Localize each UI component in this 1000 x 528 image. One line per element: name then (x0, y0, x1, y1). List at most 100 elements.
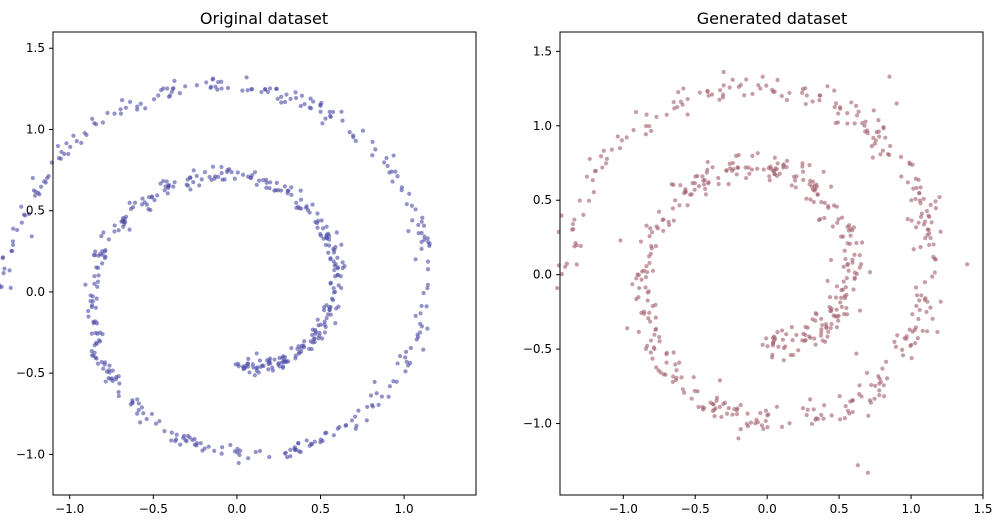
data-point (332, 247, 337, 252)
data-point (572, 244, 577, 249)
data-point (803, 101, 808, 107)
data-point (822, 215, 827, 221)
data-point (123, 214, 129, 219)
data-point (593, 168, 598, 173)
data-point (619, 138, 624, 143)
data-point (922, 280, 928, 285)
data-point (308, 339, 313, 344)
data-point (920, 328, 925, 333)
x-axis-ticks-original: −1.0 −0.5 0.0 0.5 1.0 (55, 495, 414, 516)
data-point (724, 168, 729, 173)
data-point (319, 218, 324, 223)
data-point (320, 121, 325, 126)
scatter-points-generated (555, 69, 970, 475)
data-point (30, 175, 35, 181)
data-point (288, 447, 293, 452)
data-point (138, 101, 143, 106)
data-point (105, 110, 110, 116)
data-point (347, 130, 352, 135)
data-point (775, 330, 780, 335)
data-point (825, 84, 830, 89)
data-point (648, 338, 654, 343)
data-point (368, 393, 374, 398)
data-point (272, 357, 277, 362)
data-point (204, 80, 209, 85)
data-point (837, 394, 842, 399)
data-point (746, 165, 751, 170)
data-point (299, 93, 305, 98)
data-point (831, 203, 837, 208)
data-point (925, 233, 930, 238)
data-point (240, 88, 245, 93)
data-point (779, 93, 784, 99)
data-point (601, 148, 606, 153)
data-point (917, 191, 922, 196)
data-point (804, 93, 809, 98)
data-point (845, 408, 851, 413)
data-point (185, 177, 190, 182)
data-point (689, 396, 694, 401)
data-point (637, 285, 642, 291)
data-point (171, 184, 176, 189)
data-point (677, 360, 682, 365)
data-point (369, 402, 375, 408)
data-point (247, 370, 252, 375)
data-point (871, 108, 876, 113)
data-point (803, 338, 808, 343)
data-point (847, 241, 853, 246)
data-point (232, 449, 238, 454)
data-point (780, 337, 786, 342)
data-point (92, 274, 97, 279)
data-point (736, 165, 741, 170)
data-point (311, 99, 316, 104)
data-point (839, 287, 844, 293)
data-point (74, 139, 79, 144)
data-point (787, 90, 792, 96)
data-point (734, 172, 739, 177)
data-point (653, 315, 658, 320)
data-point (298, 188, 303, 193)
data-point (918, 245, 923, 250)
data-point (584, 174, 590, 179)
data-point (282, 184, 287, 189)
x-tick-label: 0.5 (830, 502, 849, 516)
data-point (349, 418, 355, 423)
data-point (304, 438, 309, 443)
data-point (666, 222, 672, 228)
data-point (94, 356, 99, 361)
data-point (44, 176, 50, 181)
data-point (856, 109, 861, 114)
data-point (166, 94, 172, 99)
data-point (932, 270, 937, 275)
data-point (764, 83, 769, 88)
data-point (841, 279, 846, 284)
data-point (156, 93, 161, 98)
data-point (320, 226, 326, 231)
data-point (385, 163, 390, 169)
data-point (261, 178, 266, 183)
data-point (700, 174, 705, 179)
data-point (653, 302, 658, 307)
data-point (931, 242, 936, 247)
data-point (382, 160, 387, 165)
data-point (771, 89, 776, 94)
data-point (172, 180, 177, 185)
data-point (928, 235, 933, 241)
data-point (761, 167, 766, 172)
data-point (169, 438, 174, 443)
data-point (844, 276, 849, 281)
data-point (339, 285, 344, 291)
data-point (107, 370, 112, 375)
data-point (636, 329, 641, 334)
data-point (103, 254, 108, 259)
data-point (851, 287, 856, 292)
data-point (343, 423, 348, 428)
data-point (929, 220, 934, 225)
data-point (935, 329, 940, 335)
data-point (864, 370, 870, 375)
data-point (19, 220, 24, 225)
data-point (931, 254, 936, 260)
data-point (216, 174, 221, 179)
data-point (421, 290, 426, 296)
y-axis-ticks-original: −1.0 −0.5 0.0 0.5 1.0 1.5 (16, 41, 53, 461)
